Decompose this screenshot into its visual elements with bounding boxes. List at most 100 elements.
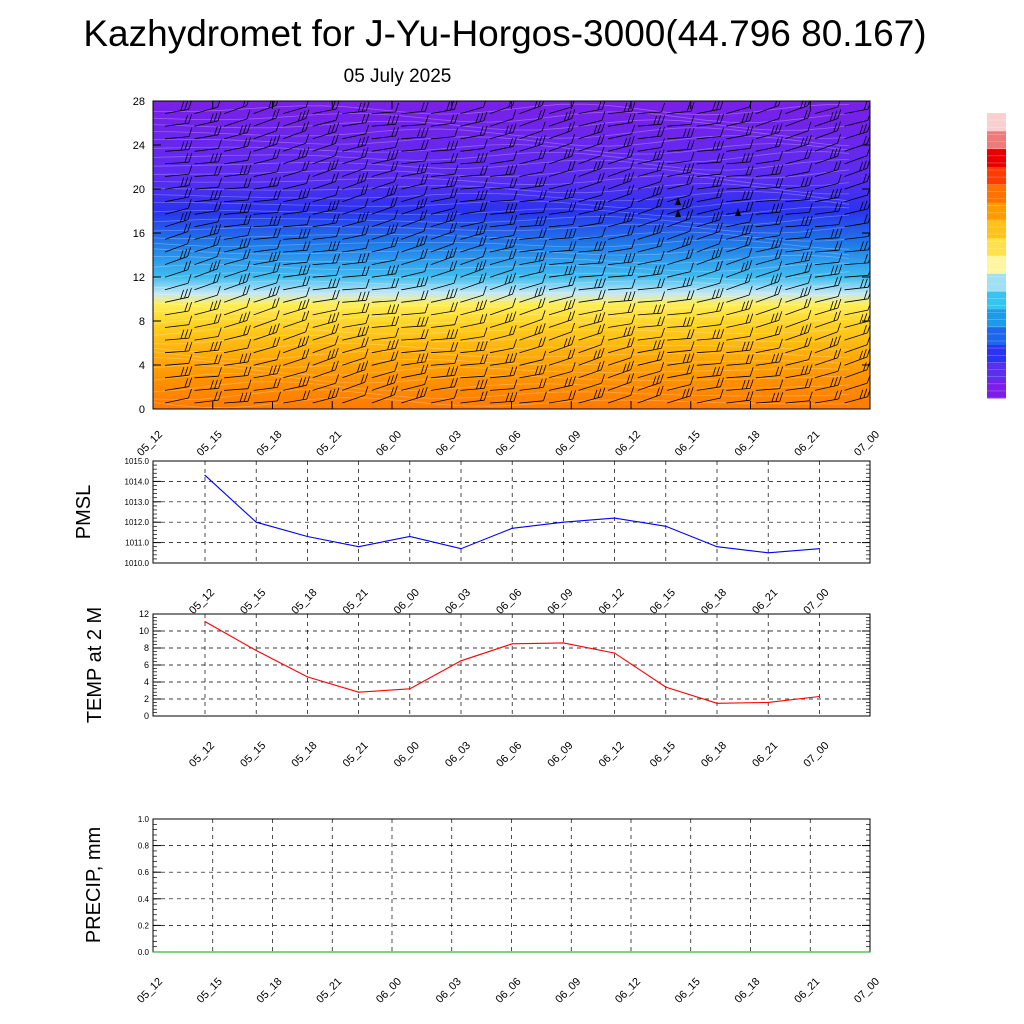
data-point	[614, 517, 616, 519]
y-tick-label: 1010.0	[125, 559, 150, 568]
y-tick-label: 4	[139, 360, 145, 372]
y-tick-label: 0.8	[138, 842, 150, 851]
data-point	[271, 951, 274, 953]
x-tick-label: 06_18	[733, 429, 763, 459]
x-tick-label: 06_00	[374, 976, 404, 1006]
data-point	[716, 702, 718, 704]
y-axis-label: TEMP at 2 M	[84, 607, 106, 723]
y-tick-label: 2	[144, 694, 149, 704]
colorbar-segment	[987, 148, 1006, 167]
wind-pennant	[735, 208, 741, 216]
data-point	[255, 649, 257, 652]
x-tick-label: 06_06	[494, 587, 524, 617]
y-tick-label: 28	[133, 96, 145, 108]
x-tick-label: 05_21	[341, 587, 371, 617]
y-tick-label: 1.0	[138, 815, 150, 824]
y-tick-label: 12	[133, 272, 145, 284]
y-tick-label: 1011.0	[125, 539, 149, 548]
y-tick-label: 0.0	[138, 948, 150, 957]
y-tick-label: 0.4	[138, 895, 150, 904]
x-tick-label: 06_12	[613, 976, 643, 1006]
colorbar-segment	[987, 166, 1006, 185]
data-point	[358, 546, 360, 548]
data-point	[510, 951, 513, 953]
x-tick-label: 05_12	[135, 976, 165, 1006]
temp-panel: 0 2 4 6 8 10 12 05_12 05_15 05_18 05_21 06_00 06_03 0…	[84, 607, 871, 770]
y-axis-label: PMSL	[73, 485, 95, 539]
y-tick-label: 8	[139, 316, 145, 328]
colorbar-segment	[987, 308, 1006, 328]
x-tick-label: 06_00	[392, 587, 422, 617]
x-tick-label: 06_12	[597, 587, 627, 617]
x-tick-label: 05_18	[255, 976, 285, 1006]
x-tick-label: 05_12	[187, 740, 217, 770]
x-tick-label: 05_15	[195, 976, 225, 1006]
x-tick-label: 07_00	[852, 429, 882, 459]
data-point	[255, 521, 257, 523]
y-tick-label: 16	[133, 228, 145, 240]
colorbar-segment	[987, 219, 1006, 239]
colorbar-segment	[987, 273, 1006, 292]
x-tick-label: 05_21	[341, 740, 371, 770]
data-point	[562, 521, 565, 523]
data-point	[767, 701, 769, 704]
data-point	[511, 527, 513, 529]
data-point	[630, 951, 632, 953]
data-point	[690, 951, 692, 953]
chart-title: Kazhydromet for J-Yu-Horgos-3000(44.796 …	[83, 13, 927, 54]
precip-panel: 0.0 0.2 0.4 0.6 0.8 1.0 05_12 05_15 05_18 05_21 06…	[83, 815, 882, 1006]
data-point	[460, 548, 462, 550]
data-point	[451, 951, 453, 953]
x-tick-label: 06_18	[699, 740, 729, 770]
colorbar-segment	[987, 130, 1006, 150]
x-tick-label: 07_00	[801, 740, 831, 770]
x-tick-label: 06_21	[792, 429, 822, 459]
data-point	[749, 951, 752, 953]
x-tick-label: 06_09	[553, 429, 583, 459]
data-point	[331, 951, 333, 953]
data-point	[358, 691, 360, 693]
y-tick-label: 1014.0	[125, 477, 150, 486]
cross-section-panel: 05_12 05_15 05_18 05_21 06_00 06_03 06_06 06_09…	[133, 96, 882, 459]
x-tick-label: 06_21	[792, 976, 822, 1006]
x-tick-label: 06_15	[648, 587, 678, 617]
x-tick-label: 05_12	[187, 587, 217, 617]
x-tick-label: 06_00	[374, 429, 404, 459]
data-point	[460, 660, 462, 662]
y-axis-label: PRECIP, mm	[83, 827, 105, 943]
data-point	[665, 686, 667, 688]
x-tick-label: 06_09	[545, 587, 575, 617]
x-tick-label: 06_06	[494, 429, 524, 459]
data-point	[306, 676, 308, 678]
data-point	[212, 951, 214, 953]
colorbar-segment	[987, 326, 1006, 346]
colorbar-segment	[987, 291, 1006, 310]
colorbar-segment	[987, 113, 1006, 132]
x-tick-label: 05_21	[314, 429, 344, 459]
x-tick-label: 06_03	[443, 587, 473, 617]
x-tick-label: 06_18	[733, 976, 763, 1006]
x-tick-label: 06_00	[392, 740, 422, 770]
x-tick-label: 05_15	[195, 429, 225, 459]
x-tick-label: 05_12	[135, 429, 165, 459]
pmsl-panel: 1010.0 1011.0 1012.0 1013.0 1014.0 1015.0 05_1…	[73, 457, 871, 617]
data-point	[869, 951, 871, 953]
x-tick-label: 06_03	[434, 976, 464, 1006]
y-tick-label: 0	[144, 711, 149, 721]
x-tick-label: 07_00	[852, 976, 882, 1006]
x-tick-label: 05_18	[289, 587, 319, 617]
y-tick-label: 0.6	[138, 868, 150, 877]
x-tick-label: 05_18	[289, 740, 319, 770]
x-tick-label: 05_21	[314, 976, 344, 1006]
colorbar	[987, 112, 1006, 399]
y-tick-label: 1013.0	[125, 498, 150, 507]
y-tick-label: 20	[133, 184, 145, 196]
data-point	[716, 546, 718, 548]
y-tick-label: 0.2	[138, 921, 150, 930]
x-tick-label: 06_12	[613, 429, 643, 459]
colorbar-segment	[987, 255, 1006, 274]
x-tick-label: 07_00	[801, 587, 831, 617]
data-point	[409, 688, 411, 690]
y-tick-label: 8	[144, 643, 149, 653]
